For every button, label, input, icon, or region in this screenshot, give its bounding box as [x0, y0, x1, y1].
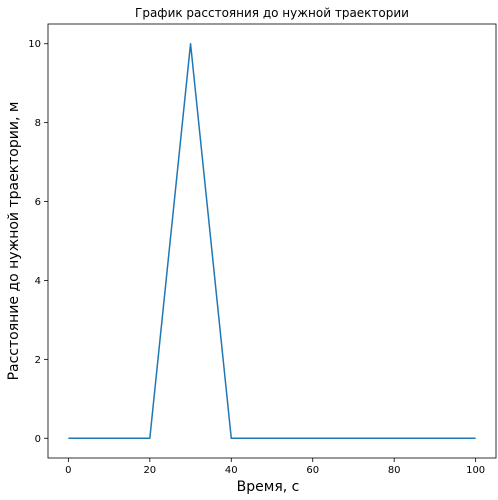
y-tick-label: 0 [35, 434, 41, 445]
plot-area [68, 42, 476, 440]
x-tick-label: 0 [65, 465, 71, 476]
y-tick-label: 6 [35, 197, 41, 208]
y-axis: 0 2 4 6 8 10 [28, 39, 48, 445]
y-tick-label: 10 [28, 39, 41, 50]
y-axis-label: Расстояние до нужной траектории, м [6, 102, 22, 381]
x-axis-label: Время, с [237, 479, 300, 495]
y-tick-label: 2 [35, 355, 41, 366]
plot-frame [47, 23, 497, 459]
x-tick-label: 80 [388, 465, 401, 476]
y-tick-label: 8 [35, 118, 41, 129]
x-tick-label: 20 [143, 465, 156, 476]
x-tick-label: 40 [225, 465, 238, 476]
chart-title: График расстояния до нужной траектории [135, 6, 409, 20]
x-tick-label: 60 [306, 465, 319, 476]
series-line [68, 42, 476, 440]
y-tick-label: 4 [35, 276, 41, 287]
x-axis: 0 20 40 60 80 100 [65, 458, 485, 476]
x-tick-label: 100 [466, 465, 485, 476]
